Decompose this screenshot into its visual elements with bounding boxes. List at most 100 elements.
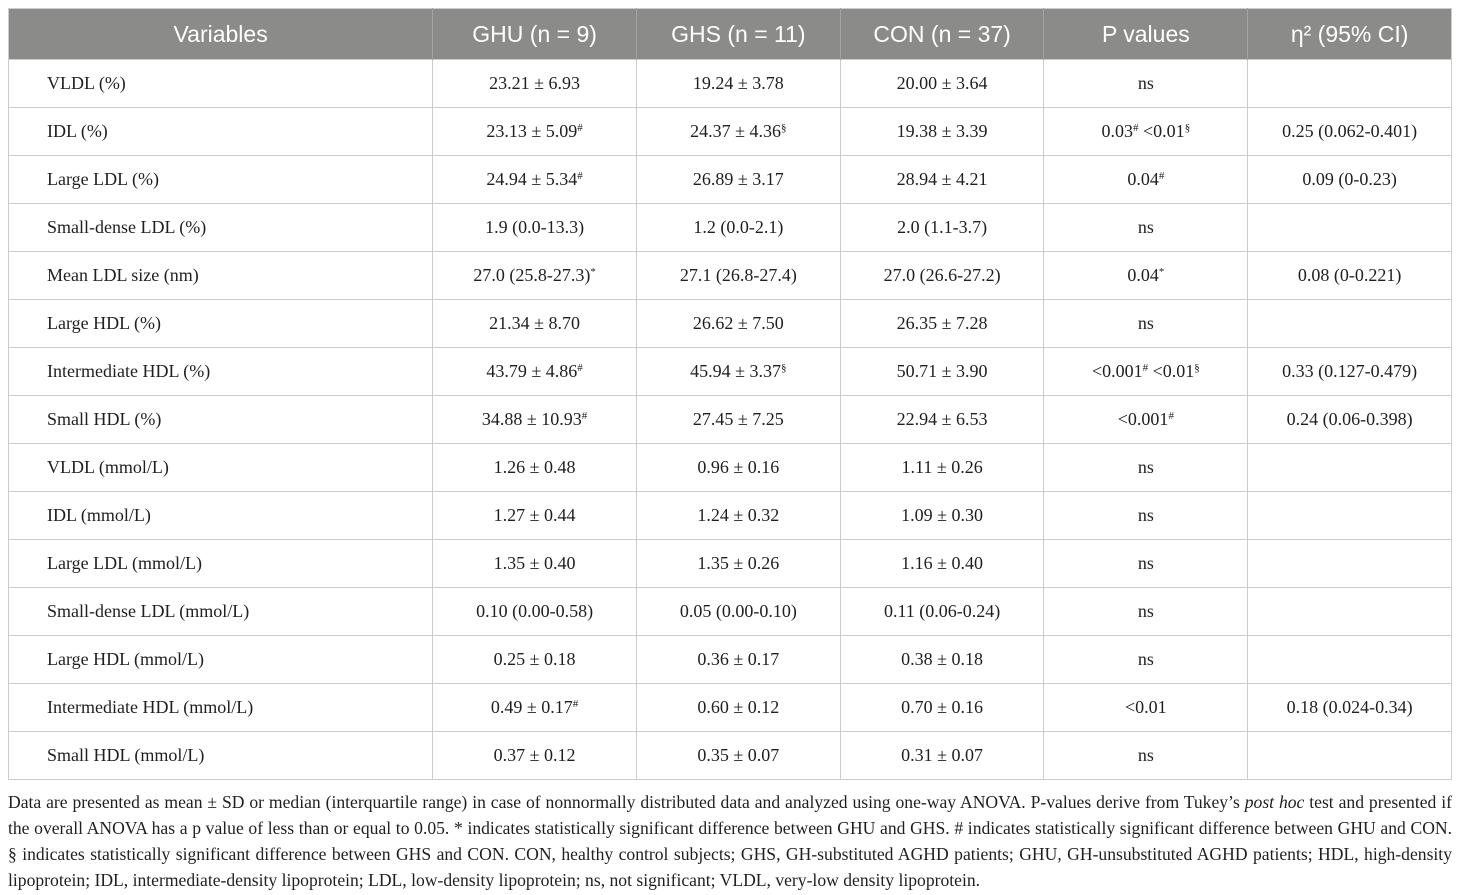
variable-cell: VLDL (%) [7,59,434,108]
variable-cell: Small HDL (%) [7,395,434,444]
column-header-1: GHU (n = 9) [432,8,637,60]
value-cell: 26.89 ± 3.17 [635,155,841,204]
significance-marker: # [1168,410,1174,422]
value-cell [1247,731,1452,780]
variable-cell: Intermediate HDL (mmol/L) [7,683,434,732]
value-cell: 1.9 (0.0-13.3) [432,203,637,252]
significance-marker: # [1133,122,1139,134]
value-cell: 21.34 ± 8.70 [432,299,637,348]
variable-cell: Large HDL (mmol/L) [7,635,434,684]
significance-marker: § [781,122,787,134]
value-cell: 0.11 (0.06-0.24) [839,587,1045,636]
value-cell: 0.05 (0.00-0.10) [635,587,841,636]
significance-marker: # [577,170,583,182]
column-header-2: GHS (n = 11) [635,8,841,60]
value-cell: <0.01 [1043,683,1249,732]
significance-marker: § [1194,362,1200,374]
value-cell: 0.35 ± 0.07 [635,731,841,780]
value-cell: 50.71 ± 3.90 [839,347,1045,396]
value-cell: 0.25 (0.062-0.401) [1247,107,1452,156]
value-cell: 0.04# [1043,155,1249,204]
value-cell: ns [1043,299,1249,348]
value-cell: 1.24 ± 0.32 [635,491,841,540]
value-cell: ns [1043,587,1249,636]
value-cell: 22.94 ± 6.53 [839,395,1045,444]
value-cell: ns [1043,635,1249,684]
table-row: Large LDL (mmol/L) 1.35 ± 0.40 1.35 ± 0.26… [7,539,1452,588]
value-cell: 24.37 ± 4.36§ [635,107,841,156]
value-cell: 0.49 ± 0.17# [432,683,637,732]
value-cell: ns [1043,491,1249,540]
value-cell: ns [1043,731,1249,780]
significance-marker: # [581,410,588,422]
table-row: VLDL (%) 23.21 ± 6.93 19.24 ± 3.78 20.00 ± … [7,59,1452,108]
table-row: IDL (mmol/L) 1.27 ± 0.44 1.24 ± 0.32 1.09 ±… [7,491,1452,540]
value-cell: <0.001# <0.01§ [1043,347,1249,396]
value-cell: 0.60 ± 0.12 [635,683,841,732]
significance-marker: § [781,362,787,374]
variable-cell: IDL (mmol/L) [7,491,434,540]
value-cell [1247,203,1452,252]
value-cell [1247,635,1452,684]
table-row: VLDL (mmol/L) 1.26 ± 0.48 0.96 ± 0.16 1.11 … [7,443,1452,492]
value-cell: 19.24 ± 3.78 [635,59,841,108]
value-cell: 0.70 ± 0.16 [839,683,1045,732]
table-row: Small-dense LDL (mmol/L) 0.10 (0.00-0.58)… [7,587,1452,636]
value-cell [1247,443,1452,492]
value-cell [1247,299,1452,348]
value-cell: 26.62 ± 7.50 [635,299,841,348]
variable-cell: Small-dense LDL (%) [7,203,434,252]
italic-text: post hoc [1244,792,1305,812]
value-cell: 34.88 ± 10.93# [432,395,637,444]
value-cell: 28.94 ± 4.21 [839,155,1045,204]
value-cell: 27.1 (26.8-27.4) [635,251,841,300]
value-cell: 0.09 (0-0.23) [1247,155,1452,204]
significance-marker: * [1158,266,1165,278]
table-row: Large HDL (mmol/L) 0.25 ± 0.18 0.36 ± 0.17… [7,635,1452,684]
value-cell [1247,587,1452,636]
significance-marker: # [572,698,579,710]
column-header-0: Variables [8,8,433,60]
value-cell: <0.001# [1043,395,1249,444]
value-cell: ns [1043,539,1249,588]
value-cell: 0.18 (0.024-0.34) [1247,683,1452,732]
variable-cell: Large HDL (%) [7,299,434,348]
table-row: Large LDL (%) 24.94 ± 5.34# 26.89 ± 3.17 28… [7,155,1452,204]
table-row: Small HDL (mmol/L) 0.37 ± 0.12 0.35 ± 0.07… [7,731,1452,780]
table-footnote: Data are presented as mean ± SD or media… [8,792,1452,890]
value-cell: 27.0 (26.6-27.2) [839,251,1045,300]
value-cell: 27.45 ± 7.25 [635,395,841,444]
variable-cell: Intermediate HDL (%) [7,347,434,396]
value-cell: ns [1043,59,1249,108]
value-cell [1247,491,1452,540]
value-cell: 1.16 ± 0.40 [839,539,1045,588]
value-cell: 45.94 ± 3.37§ [635,347,841,396]
value-cell: 1.27 ± 0.44 [432,491,637,540]
significance-marker: # [577,362,583,374]
value-cell: 0.31 ± 0.07 [839,731,1045,780]
significance-marker: # [577,122,583,134]
significance-marker: * [590,266,596,278]
value-cell: 0.33 (0.127-0.479) [1247,347,1452,396]
value-cell: 19.38 ± 3.39 [839,107,1045,156]
table-row: Small HDL (%) 34.88 ± 10.93# 27.45 ± 7.25 2… [7,395,1452,444]
variable-cell: Mean LDL size (nm) [7,251,434,300]
value-cell: 1.2 (0.0-2.1) [635,203,841,252]
variable-cell: Small-dense LDL (mmol/L) [7,587,434,636]
value-cell: 20.00 ± 3.64 [839,59,1045,108]
value-cell: 1.09 ± 0.30 [839,491,1045,540]
value-cell: ns [1043,443,1249,492]
table-header-row: Variables GHU (n = 9) GHS (n = 11) CON (n =… [8,8,1452,60]
variable-cell: VLDL (mmol/L) [7,443,434,492]
value-cell: 1.11 ± 0.26 [839,443,1045,492]
value-cell: 1.35 ± 0.40 [432,539,637,588]
significance-marker: # [1142,362,1149,374]
value-cell: 24.94 ± 5.34# [432,155,637,204]
value-cell [1247,59,1452,108]
value-cell: 27.0 (25.8-27.3)* [432,251,637,300]
value-cell: 0.37 ± 0.12 [432,731,637,780]
value-cell: ns [1043,203,1249,252]
value-cell: 0.08 (0-0.221) [1247,251,1452,300]
value-cell: 0.10 (0.00-0.58) [432,587,637,636]
variable-cell: IDL (%) [7,107,434,156]
